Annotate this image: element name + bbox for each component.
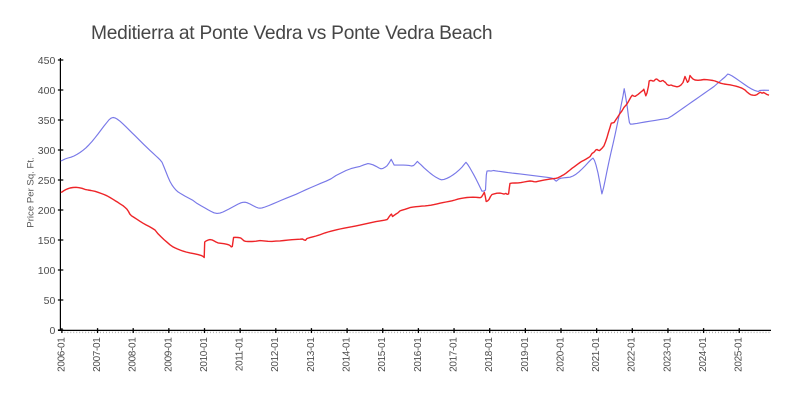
svg-text:2011-01: 2011-01 — [235, 337, 246, 371]
svg-text:2025-01: 2025-01 — [734, 337, 745, 372]
svg-text:2022-01: 2022-01 — [627, 337, 638, 372]
svg-text:300: 300 — [38, 145, 56, 157]
svg-text:2008-01: 2008-01 — [128, 337, 139, 372]
svg-text:150: 150 — [38, 235, 56, 247]
svg-text:450: 450 — [38, 55, 56, 67]
svg-text:2014-01: 2014-01 — [342, 337, 353, 372]
svg-text:2009-01: 2009-01 — [163, 337, 174, 372]
svg-text:2006-01: 2006-01 — [56, 337, 67, 372]
svg-text:2012-01: 2012-01 — [270, 337, 281, 372]
svg-text:2017-01: 2017-01 — [448, 337, 459, 372]
svg-text:350: 350 — [38, 115, 56, 127]
svg-text:0: 0 — [49, 325, 55, 337]
svg-text:2019-01: 2019-01 — [520, 337, 531, 372]
svg-text:2007-01: 2007-01 — [92, 337, 103, 372]
svg-text:200: 200 — [38, 205, 56, 217]
svg-text:Price Per Sq. Ft.: Price Per Sq. Ft. — [26, 157, 37, 227]
svg-text:2018-01: 2018-01 — [484, 337, 495, 372]
svg-text:2021-01: 2021-01 — [591, 337, 602, 372]
svg-text:2016-01: 2016-01 — [413, 337, 424, 372]
svg-text:100: 100 — [38, 265, 56, 277]
svg-text:2010-01: 2010-01 — [199, 337, 210, 372]
svg-text:2023-01: 2023-01 — [662, 337, 673, 372]
svg-text:Meditierra at Ponte Vedra vs P: Meditierra at Ponte Vedra vs Ponte Vedra… — [91, 23, 492, 44]
svg-text:50: 50 — [44, 295, 56, 307]
svg-text:250: 250 — [38, 175, 56, 187]
svg-text:2024-01: 2024-01 — [698, 337, 709, 372]
svg-text:2013-01: 2013-01 — [306, 337, 317, 372]
svg-text:400: 400 — [38, 85, 56, 97]
svg-text:2015-01: 2015-01 — [377, 337, 388, 372]
svg-text:2020-01: 2020-01 — [555, 337, 566, 372]
